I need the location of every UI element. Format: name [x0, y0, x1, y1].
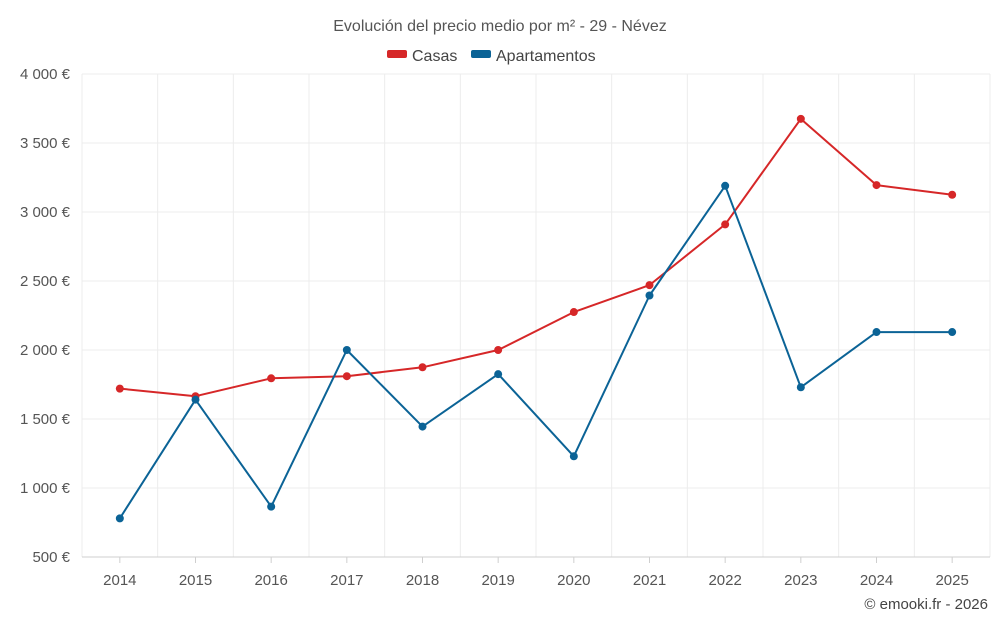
data-point-apartamentos[interactable]: [948, 328, 957, 337]
data-point-apartamentos[interactable]: [115, 514, 124, 523]
x-tick-label: 2023: [784, 572, 817, 589]
data-point-casas[interactable]: [948, 190, 957, 199]
data-point-apartamentos[interactable]: [267, 502, 276, 511]
y-tick-label: 2 000 €: [20, 342, 71, 359]
x-tick-label: 2015: [179, 572, 212, 589]
series-line-casas: [119, 117, 953, 398]
legend: Casas Apartamentos: [387, 48, 596, 65]
data-point-apartamentos[interactable]: [569, 452, 578, 461]
y-tick-label: 1 000 €: [20, 480, 71, 497]
data-point-apartamentos[interactable]: [721, 181, 730, 190]
legend-label-apartamentos: Apartamentos: [496, 48, 596, 65]
x-tick-label: 2014: [103, 572, 136, 589]
data-point-apartamentos[interactable]: [494, 370, 503, 379]
data-point-casas[interactable]: [872, 181, 881, 190]
x-tick-label: 2022: [708, 572, 741, 589]
y-tick-label: 3 500 €: [20, 135, 71, 152]
y-tick-label: 2 500 €: [20, 273, 71, 290]
data-point-casas[interactable]: [494, 346, 503, 354]
x-tick-label: 2021: [633, 572, 666, 589]
data-point-casas[interactable]: [115, 384, 124, 393]
data-point-apartamentos[interactable]: [872, 328, 881, 337]
x-tick-label: 2024: [860, 572, 893, 589]
y-axis-tick-labels: 500 € 1 000 € 1 500 € 2 000 € 2 500 € 3 000 €…: [20, 66, 71, 566]
series-apartamentos: [115, 181, 957, 523]
data-point-apartamentos[interactable]: [645, 291, 654, 300]
series-layer: [115, 114, 957, 523]
series-line-apartamentos: [118, 184, 953, 519]
legend-swatch-casas: [387, 50, 407, 58]
data-point-apartamentos[interactable]: [342, 346, 351, 354]
chart-title: Evolución del precio medio por m² - 29 -…: [333, 18, 666, 35]
y-tick-label: 4 000 €: [20, 66, 71, 83]
y-tick-label: 3 000 €: [20, 204, 71, 221]
data-point-casas[interactable]: [645, 281, 654, 290]
data-point-casas[interactable]: [342, 372, 351, 381]
x-tick-label: 2020: [557, 572, 590, 589]
x-tick-label: 2019: [481, 572, 514, 589]
x-tick-label: 2016: [254, 572, 287, 589]
data-point-casas[interactable]: [796, 114, 805, 123]
data-point-casas[interactable]: [267, 374, 276, 383]
data-point-casas[interactable]: [721, 220, 730, 229]
legend-swatch-apartamentos: [471, 50, 491, 58]
series-casas: [115, 114, 957, 401]
y-tick-label: 500 €: [32, 549, 70, 566]
x-tick-label: 2017: [330, 572, 363, 589]
legend-item-casas[interactable]: Casas: [387, 48, 457, 65]
data-point-casas[interactable]: [569, 308, 578, 317]
x-tick-label: 2025: [935, 572, 968, 589]
legend-item-apartamentos[interactable]: Apartamentos: [471, 48, 596, 65]
x-tick-label: 2018: [406, 572, 439, 589]
data-point-apartamentos[interactable]: [418, 422, 427, 431]
y-tick-label: 1 500 €: [20, 411, 71, 428]
data-point-apartamentos[interactable]: [796, 383, 805, 392]
data-point-apartamentos[interactable]: [191, 395, 200, 404]
x-axis-tick-labels: 2014 2015 2016 2017 2018 2019 2020 2021 2022 2023…: [103, 557, 969, 589]
credit-text: © emooki.fr - 2026: [864, 596, 988, 613]
x-gridlines: [81, 74, 991, 557]
legend-label-casas: Casas: [412, 48, 457, 65]
data-point-casas[interactable]: [418, 363, 427, 372]
